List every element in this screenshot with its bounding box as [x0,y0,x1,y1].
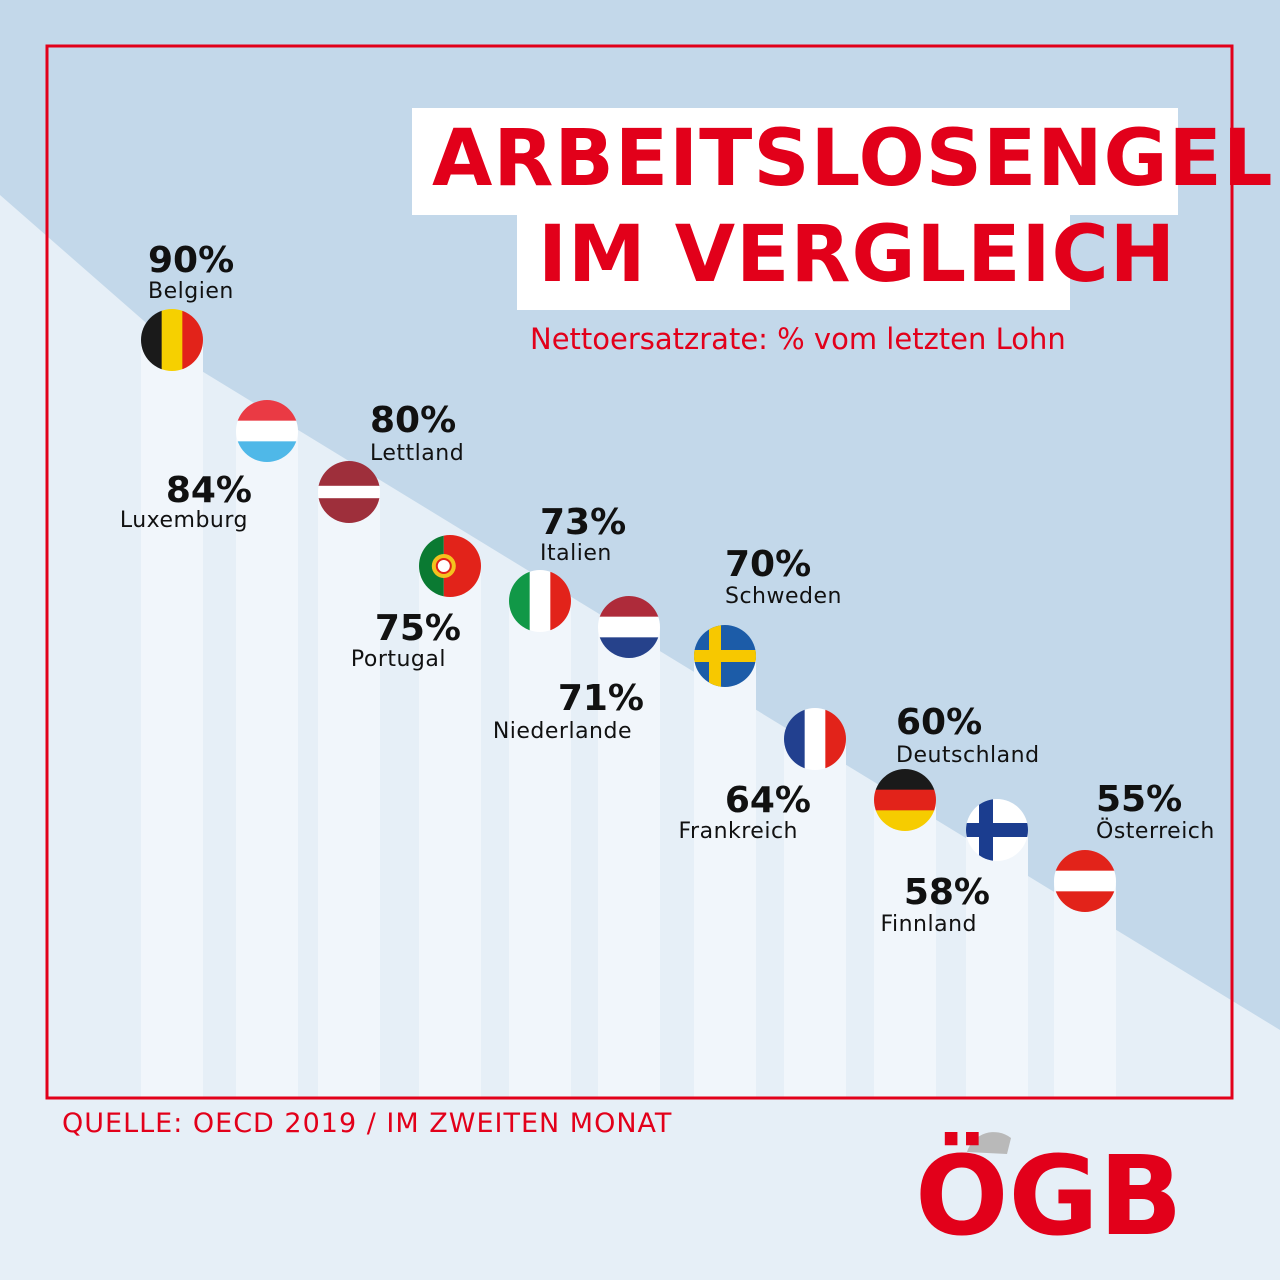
chart-title-line-1: ARBEITSLOSENGELD [432,114,1280,204]
oegb-logo: ÖGB [915,1131,1183,1240]
value-label-italien: 73% [540,502,626,543]
chart-bars [141,340,1116,1097]
bar-portugal [419,566,481,1097]
chart-subtitle: Nettoersatzrate: % vom letzten Lohn [530,322,1066,356]
bar-schweden [694,656,756,1097]
category-label-italien: Italien [540,541,612,566]
category-label-österreich: Österreich [1096,818,1215,844]
bar-frankreich [784,739,846,1097]
chart-labels: 90%Belgien 84%Luxemburg 80%Lettland 75%Port… [120,240,1215,937]
category-label-frankreich: Frankreich [678,819,798,844]
bar-lettland [318,492,380,1097]
category-label-deutschland: Deutschland [896,743,1040,768]
value-label-schweden: 70% [725,544,811,585]
austria-flag-icon [1054,850,1116,912]
category-label-finnland: Finnland [880,912,977,937]
value-label-frankreich: 64% [725,780,811,821]
value-label-portugal: 75% [375,608,461,649]
category-label-niederlande: Niederlande [493,719,632,744]
title-box-1 [412,108,1178,215]
bar-österreich [1054,881,1116,1097]
value-label-lettland: 80% [370,400,456,441]
value-label-finnland: 58% [904,872,990,913]
sweden-flag-icon [694,625,756,687]
netherlands-flag-icon [598,596,660,658]
latvia-flag-icon [318,461,380,523]
finland-flag-icon [966,799,1028,861]
bar-niederlande [598,627,660,1097]
bar-belgien [141,340,203,1097]
chart-frame [45,44,1234,1100]
luxembourg-flag-icon [236,400,298,462]
chart-flags [141,309,1116,912]
value-label-belgien: 90% [148,240,234,281]
value-label-luxemburg: 84% [166,470,252,511]
category-label-portugal: Portugal [351,647,446,672]
title-box-2 [517,207,1070,310]
value-label-österreich: 55% [1096,779,1182,820]
value-label-deutschland: 60% [896,702,982,743]
source-note: QUELLE: OECD 2019 / IM ZWEITEN MONAT [62,1108,673,1139]
value-label-niederlande: 71% [558,678,644,719]
france-flag-icon [784,708,846,770]
belgium-flag-icon [141,309,203,371]
category-label-lettland: Lettland [370,441,464,466]
chart-title-line-2: IM VERGLEICH [538,210,1177,300]
bar-deutschland [874,800,936,1097]
bar-italien [509,601,571,1097]
bar-finnland [966,830,1028,1097]
germany-flag-icon [874,769,936,831]
italy-flag-icon [509,570,571,632]
category-label-schweden: Schweden [725,584,842,609]
category-label-luxemburg: Luxemburg [120,508,248,533]
logo-text: ÖGB [915,1131,1183,1240]
category-label-belgien: Belgien [148,279,234,304]
portugal-flag-icon [419,535,481,597]
bar-luxemburg [236,431,298,1097]
